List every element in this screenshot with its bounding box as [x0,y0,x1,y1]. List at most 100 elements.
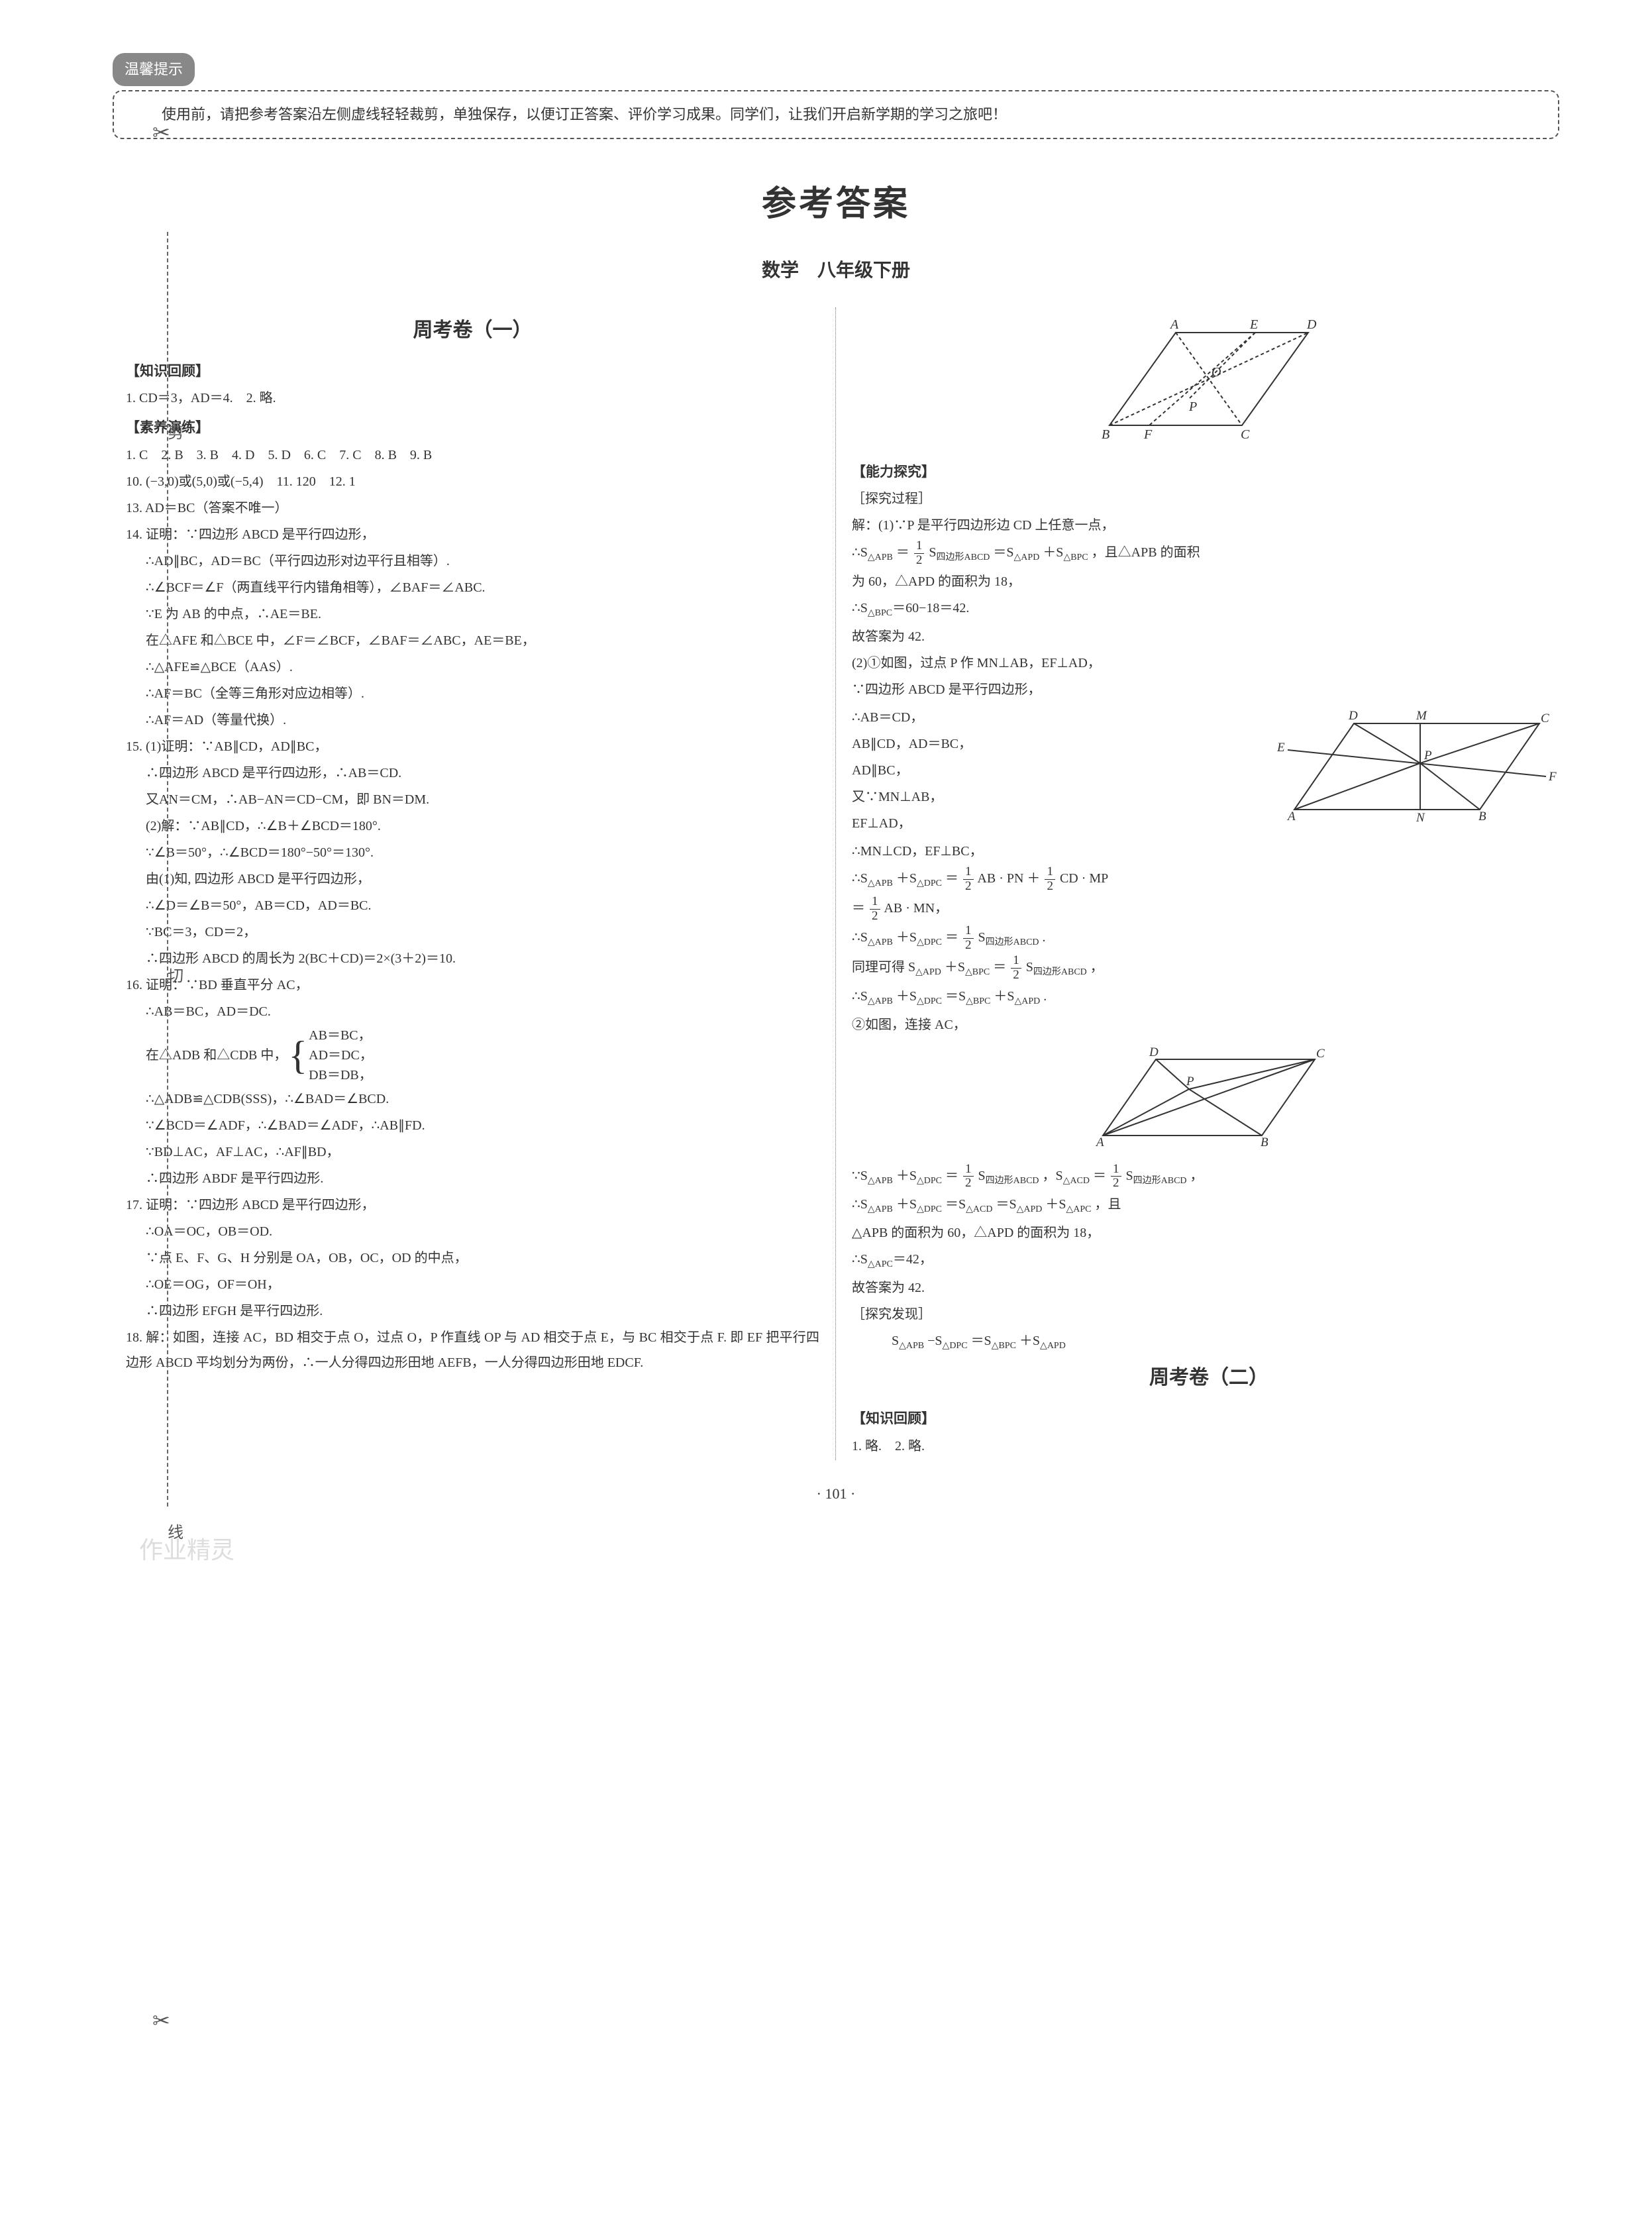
svg-text:E: E [1276,741,1285,755]
svg-text:B: B [1102,427,1110,442]
q17c: ∵点 E、F、G、H 分别是 OA，OB，OC，OD 的中点， [126,1245,819,1271]
q14b: ∴AD∥BC，AD＝BC（平行四边形对边平行且相等）. [126,549,819,574]
q16c-b2: AD＝DC， [309,1045,373,1065]
r6: (2)①如图，过点 P 作 MN⊥AB，EF⊥AD， [852,651,1566,676]
svg-text:O: O [1212,365,1221,380]
r17: ∴S△APB ＋S△DPC ＝S△ACD ＝S△APD ＋S△APC ，且 [852,1192,1566,1219]
q16f: ∵BD⊥AC，AF⊥AC，∴AF∥BD， [126,1139,819,1165]
q14h: ∴AF＝AD（等量代换）. [126,708,819,733]
q15g: ∴∠D＝∠B＝50°，AB＝CD，AD＝BC. [126,893,819,918]
fill-row: 10. (−3,0)或(5,0)或(−5,4) 11. 120 12. 1 [126,469,819,494]
r8b: AB∥CD，AD＝BC， [852,731,1260,757]
svg-text:B: B [1261,1136,1268,1149]
r8-block: ∴AB＝CD， AB∥CD，AD＝BC， AD∥BC， 又∵MN⊥AB， EF⊥… [852,704,1566,837]
figure-3: A B C D P [852,1043,1566,1157]
svg-text:P: P [1188,399,1197,414]
q15h: ∵BC＝3，CD＝2， [126,920,819,945]
q14g: ∴AF＝BC（全等三角形对应边相等）. [126,681,819,706]
q15f: 由(1)知, 四边形 ABCD 是平行四边形， [126,867,819,892]
page-title: 参考答案 [99,172,1573,238]
r11: ＝ 12 AB · MN， [852,895,1566,924]
q16d: ∴△ADB≌△CDB(SSS)，∴∠BAD＝∠BCD. [126,1086,819,1112]
r19: ∴S△APC＝42， [852,1247,1566,1274]
page-subtitle: 数学 八年级下册 [99,253,1573,288]
q15a: 15. (1)证明：∵AB∥CD，AD∥BC， [126,734,819,759]
find-label: ［探究发现］ [852,1302,1566,1327]
r18: △APB 的面积为 60，△APD 的面积为 18， [852,1220,1566,1245]
r7: ∵四边形 ABCD 是平行四边形， [852,677,1566,702]
exam-title-1: 周考卷（一） [126,311,819,349]
left-column: 周考卷（一） 【知识回顾】 1. CD＝3，AD＝4. 2. 略. 【素养演练】… [99,307,836,1460]
section-ability: 【能力探究】 [852,459,1566,486]
q17a: 17. 证明：∵四边形 ABCD 是平行四边形， [126,1192,819,1218]
cut-label-1: 剪 [158,424,188,466]
q14f: ∴△AFE≌△BCE（AAS）. [126,655,819,680]
r8e: EF⊥AD， [852,811,1260,836]
q16b: ∴AB＝BC，AD＝DC. [126,999,819,1024]
tip-badge: 温馨提示 [113,53,195,86]
svg-text:C: C [1541,712,1549,725]
right-column: A E D B F C O P 【能力探究】 ［探究过程］ 解：(1)∵P 是平… [836,307,1573,1460]
q16c-b1: AB＝BC， [309,1026,373,1045]
q16g: ∴四边形 ABDF 是平行四边形. [126,1166,819,1191]
q15b: ∴四边形 ABCD 是平行四边形，∴AB＝CD. [126,761,819,786]
svg-text:A: A [1095,1136,1104,1149]
cut-line [167,232,168,1507]
mc-row: 1. C 2. B 3. B 4. D 5. D 6. C 7. C 8. B … [126,443,819,468]
k2: 1. 略. 2. 略. [852,1434,1566,1459]
q14d: ∵E 为 AB 的中点，∴AE＝BE. [126,602,819,627]
figure-2: A B C D E F M N P [1268,704,1566,831]
r13: 同理可得 S△APD ＋S△BPC ＝ 12 S四边形ABCD ， [852,954,1566,982]
r12: ∴S△APB ＋S△DPC ＝ 12 S四边形ABCD . [852,924,1566,953]
r15: ②如图，连接 AC， [852,1012,1566,1037]
r1: 解：(1)∵P 是平行四边形边 CD 上任意一点， [852,513,1566,538]
q16e: ∵∠BCD＝∠ADF，∴∠BAD＝∠ADF，∴AB∥FD. [126,1113,819,1138]
brace-icon: { [288,1035,307,1075]
q15d: (2)解：∵AB∥CD，∴∠B＋∠BCD＝180°. [126,814,819,839]
q14c: ∴∠BCF＝∠F（两直线平行内错角相等），∠BAF＝∠ABC. [126,575,819,600]
r16: ∵S△APB ＋S△DPC ＝ 12 S四边形ABCD ，S△ACD ＝ 12 … [852,1163,1566,1191]
section-practice: 【素养演练】 [126,415,819,441]
r3: 为 60，△APD 的面积为 18， [852,569,1566,594]
q16a: 16. 证明：∵BD 垂直平分 AC， [126,973,819,998]
svg-text:N: N [1416,811,1425,823]
q16c-b3: DB＝DB， [309,1065,373,1085]
q18a: 18. 解：如图，连接 AC，BD 相交于点 O，过点 O，P 作直线 OP 与… [126,1325,819,1375]
r2: ∴S△APB ＝ 12 S四边形ABCD ＝S△APD ＋S△BPC ，且△AP… [852,539,1566,568]
r8a: ∴AB＝CD， [852,705,1260,730]
q17b: ∴OA＝OC，OB＝OD. [126,1219,819,1244]
tip-box: 使用前，请把参考答案沿左侧虚线轻轻裁剪，单独保存，以便订正答案、评价学习成果。同… [113,90,1559,139]
content-columns: 周考卷（一） 【知识回顾】 1. CD＝3，AD＝4. 2. 略. 【素养演练】… [99,307,1573,1460]
k1: 1. CD＝3，AD＝4. 2. 略. [126,386,819,411]
r4: ∴S△BPC＝60−18＝42. [852,596,1566,623]
q15c: 又AN＝CM，∴AB−AN＝CD−CM，即 BN＝DM. [126,787,819,812]
r21: S△APB −S△DPC ＝S△BPC ＋S△APD [852,1328,1566,1355]
tip-text: 使用前，请把参考答案沿左侧虚线轻轻裁剪，单独保存，以便订正答案、评价学习成果。同… [132,101,1539,129]
svg-text:E: E [1249,317,1258,332]
q17d: ∴OE＝OG，OF＝OH， [126,1272,819,1297]
q15i: ∴四边形 ABCD 的周长为 2(BC＋CD)＝2×(3＋2)＝10. [126,946,819,971]
q13: 13. AD＝BC（答案不唯一） [126,496,819,521]
page-number: · 101 · [99,1480,1573,1508]
svg-text:P: P [1423,749,1432,763]
r14: ∴S△APB ＋S△DPC ＝S△BPC ＋S△APD . [852,984,1566,1011]
svg-text:M: M [1416,709,1427,723]
q15e: ∵∠B＝50°，∴∠BCD＝180°−50°＝130°. [126,840,819,865]
r9: ∴MN⊥CD，EF⊥BC， [852,839,1566,864]
q14e: 在△AFE 和△BCE 中，∠F＝∠BCF，∠BAF＝∠ABC，AE＝BE， [126,628,819,653]
cut-label-3: 线 [158,1524,188,1566]
q17e: ∴四边形 EFGH 是平行四边形. [126,1298,819,1324]
svg-text:A: A [1169,317,1179,332]
r5: 故答案为 42. [852,624,1566,649]
scissors-icon: ✂ [152,113,170,153]
tip-region: 温馨提示 使用前，请把参考答案沿左侧虚线轻轻裁剪，单独保存，以便订正答案、评价学… [99,53,1573,139]
exam-title-2: 周考卷（二） [852,1359,1566,1397]
r20: 故答案为 42. [852,1275,1566,1300]
svg-text:B: B [1478,810,1486,823]
svg-text:F: F [1143,427,1153,442]
svg-text:C: C [1241,427,1250,442]
r10: ∴S△APB ＋S△DPC ＝ 12 AB · PN ＋ 12 CD · MP [852,865,1566,894]
section-knowledge-2: 【知识回顾】 [852,1406,1566,1432]
svg-text:D: D [1149,1045,1159,1059]
watermark: 作业精灵 [139,1528,1573,1573]
